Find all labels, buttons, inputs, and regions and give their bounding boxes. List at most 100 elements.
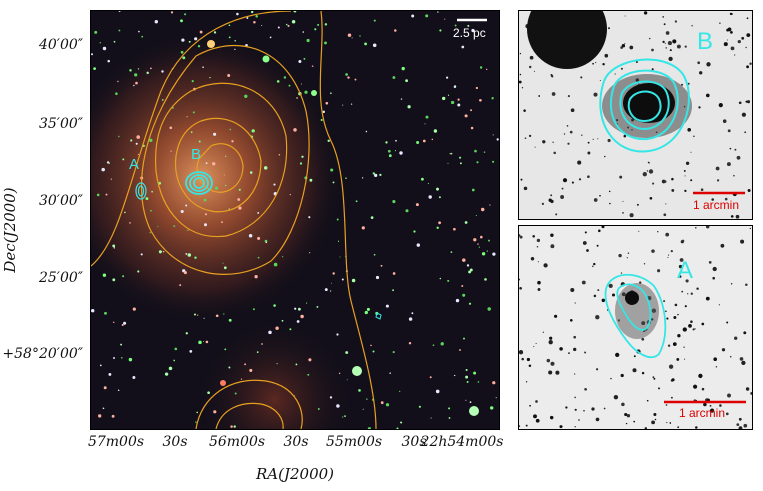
star [486,250,488,252]
star [743,423,748,428]
star [724,197,728,201]
star [681,290,684,293]
star [453,227,456,231]
star [361,177,364,179]
star [380,264,383,267]
star [251,11,254,14]
cyan-contour-a-inner [137,185,145,197]
star [674,303,678,307]
star [533,414,537,419]
star [519,425,521,427]
star [405,79,408,83]
star [681,239,685,243]
star [361,226,365,230]
star [124,211,126,214]
star [466,264,470,267]
star [533,346,535,348]
y-axis-title: Dec(J2000) [1,187,19,273]
star [528,364,532,367]
star [478,246,481,248]
star [188,40,191,43]
star [663,23,666,26]
star [113,40,116,43]
star [669,49,672,52]
star [359,35,361,37]
star [281,319,284,322]
star [145,197,149,201]
star [473,371,477,375]
star [666,317,669,320]
star [228,24,231,27]
star [663,180,667,183]
star [745,100,748,103]
star [584,387,587,391]
star [593,198,598,202]
inset-a-scale-label: 1 arcmin [679,406,725,420]
star [678,275,682,278]
star [204,223,207,227]
star [415,203,419,207]
star [367,427,372,429]
star [492,134,494,136]
star [132,307,136,311]
star [385,403,390,407]
star [646,170,649,172]
bright-stars [207,40,479,416]
star [273,304,276,307]
star [475,214,477,217]
cyan-contours-a [604,273,667,359]
star [604,53,609,58]
star [730,282,733,285]
star [569,318,573,322]
star [662,16,665,18]
star [697,61,701,65]
star [289,328,292,331]
star [205,162,208,164]
star [424,123,426,125]
star [225,155,227,157]
star [238,188,241,191]
star [438,196,441,199]
star [642,172,647,177]
star [683,346,685,348]
star [300,83,303,85]
star [149,138,153,143]
star [224,348,227,351]
star [253,20,256,24]
star [137,153,139,155]
star [532,235,535,238]
star [197,44,201,48]
star [524,137,527,140]
star [685,161,690,165]
star [462,258,466,262]
star [638,230,640,232]
star [204,213,208,216]
star [648,169,654,174]
star [198,340,202,345]
star [593,92,598,97]
star [203,198,207,202]
star [276,80,280,83]
star [592,265,594,268]
star [408,341,412,345]
star [652,376,655,379]
star [625,422,628,425]
star [657,269,661,273]
star [657,387,661,390]
main-composite-image: A B 2.5 pc [90,10,500,430]
star [222,262,224,264]
star [615,352,620,358]
star [99,364,102,367]
star [601,298,606,303]
star [113,357,115,359]
star [643,263,646,265]
star [448,407,451,410]
star [433,129,438,133]
star [197,314,199,316]
star [699,71,703,75]
star [450,100,455,105]
star [677,426,680,429]
star [519,73,522,76]
star [627,252,630,254]
star [729,147,732,150]
